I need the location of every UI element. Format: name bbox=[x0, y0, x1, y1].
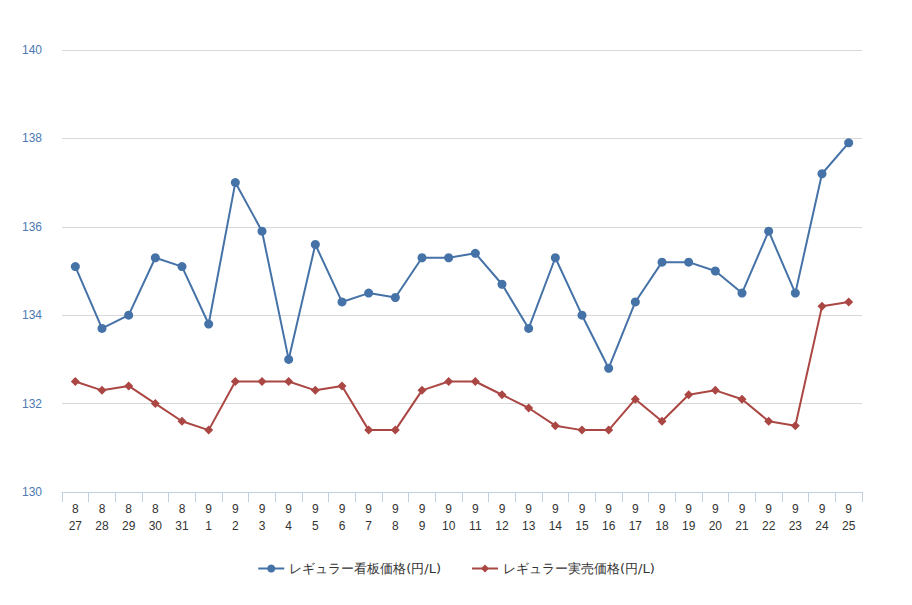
svg-text:9: 9 bbox=[445, 502, 452, 516]
svg-text:9: 9 bbox=[739, 502, 746, 516]
svg-text:9: 9 bbox=[845, 502, 852, 516]
svg-text:8: 8 bbox=[99, 502, 106, 516]
svg-text:136: 136 bbox=[22, 220, 42, 234]
svg-text:140: 140 bbox=[22, 43, 42, 57]
svg-text:9: 9 bbox=[259, 502, 266, 516]
svg-text:9: 9 bbox=[499, 502, 506, 516]
svg-text:9: 9 bbox=[205, 502, 212, 516]
svg-text:7: 7 bbox=[365, 519, 372, 533]
svg-text:14: 14 bbox=[549, 519, 563, 533]
svg-text:15: 15 bbox=[575, 519, 589, 533]
svg-text:27: 27 bbox=[69, 519, 83, 533]
svg-text:9: 9 bbox=[792, 502, 799, 516]
svg-text:31: 31 bbox=[175, 519, 189, 533]
svg-text:9: 9 bbox=[685, 502, 692, 516]
svg-text:29: 29 bbox=[122, 519, 136, 533]
svg-text:19: 19 bbox=[682, 519, 696, 533]
svg-text:134: 134 bbox=[22, 308, 42, 322]
svg-text:レギュラー実売価格(円/L): レギュラー実売価格(円/L) bbox=[503, 561, 655, 576]
svg-text:8: 8 bbox=[72, 502, 79, 516]
svg-text:9: 9 bbox=[632, 502, 639, 516]
svg-text:30: 30 bbox=[149, 519, 163, 533]
svg-text:22: 22 bbox=[762, 519, 776, 533]
svg-text:24: 24 bbox=[815, 519, 829, 533]
svg-text:17: 17 bbox=[629, 519, 643, 533]
svg-text:25: 25 bbox=[842, 519, 856, 533]
svg-text:11: 11 bbox=[469, 519, 482, 533]
svg-text:9: 9 bbox=[419, 519, 426, 533]
svg-text:5: 5 bbox=[312, 519, 319, 533]
svg-text:9: 9 bbox=[605, 502, 612, 516]
svg-text:8: 8 bbox=[125, 502, 132, 516]
svg-text:23: 23 bbox=[789, 519, 803, 533]
svg-text:9: 9 bbox=[552, 502, 559, 516]
svg-text:16: 16 bbox=[602, 519, 616, 533]
svg-text:8: 8 bbox=[152, 502, 159, 516]
svg-text:138: 138 bbox=[22, 131, 42, 145]
svg-text:130: 130 bbox=[22, 485, 42, 499]
svg-text:9: 9 bbox=[232, 502, 239, 516]
svg-text:13: 13 bbox=[522, 519, 536, 533]
svg-text:9: 9 bbox=[472, 502, 479, 516]
svg-text:9: 9 bbox=[312, 502, 319, 516]
svg-text:1: 1 bbox=[205, 519, 212, 533]
svg-text:8: 8 bbox=[392, 519, 399, 533]
svg-text:12: 12 bbox=[495, 519, 509, 533]
svg-text:9: 9 bbox=[339, 502, 346, 516]
svg-text:18: 18 bbox=[655, 519, 669, 533]
svg-text:9: 9 bbox=[419, 502, 426, 516]
svg-text:9: 9 bbox=[712, 502, 719, 516]
svg-text:9: 9 bbox=[659, 502, 666, 516]
svg-text:2: 2 bbox=[232, 519, 239, 533]
svg-text:21: 21 bbox=[735, 519, 749, 533]
svg-text:6: 6 bbox=[339, 519, 346, 533]
svg-text:8: 8 bbox=[179, 502, 186, 516]
svg-text:9: 9 bbox=[285, 502, 292, 516]
svg-text:9: 9 bbox=[392, 502, 399, 516]
svg-text:28: 28 bbox=[95, 519, 109, 533]
svg-text:9: 9 bbox=[765, 502, 772, 516]
svg-text:9: 9 bbox=[525, 502, 532, 516]
svg-text:3: 3 bbox=[259, 519, 266, 533]
svg-text:レギュラー看板価格(円/L): レギュラー看板価格(円/L) bbox=[289, 561, 441, 576]
svg-text:132: 132 bbox=[22, 397, 42, 411]
svg-text:20: 20 bbox=[709, 519, 723, 533]
svg-text:9: 9 bbox=[579, 502, 586, 516]
svg-text:4: 4 bbox=[285, 519, 292, 533]
svg-text:9: 9 bbox=[819, 502, 826, 516]
svg-text:10: 10 bbox=[442, 519, 456, 533]
svg-text:9: 9 bbox=[365, 502, 372, 516]
